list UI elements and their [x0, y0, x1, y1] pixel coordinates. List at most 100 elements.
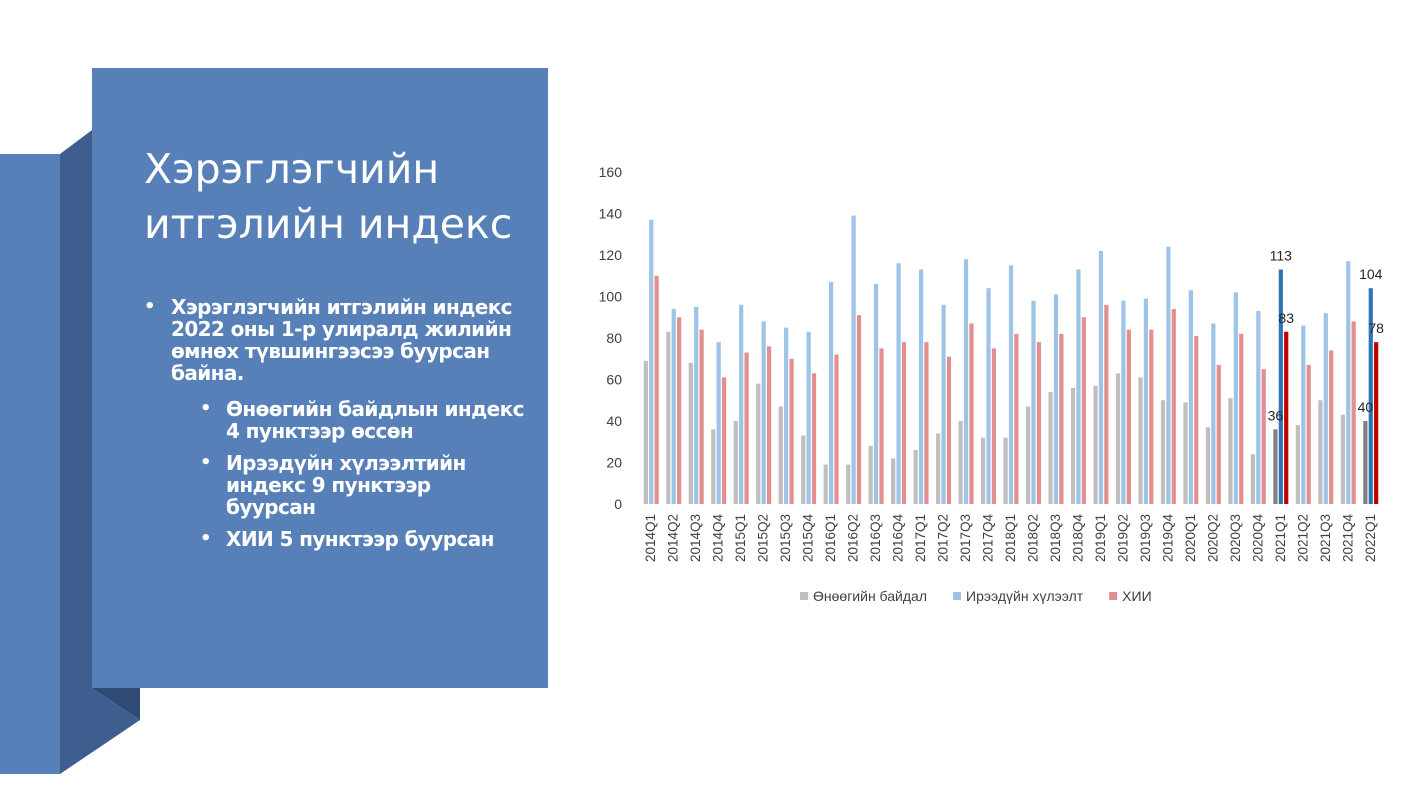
bar	[766, 346, 772, 504]
legend-swatch	[800, 592, 808, 600]
bar	[1104, 304, 1109, 504]
bar	[1374, 342, 1379, 504]
legend-swatch	[1109, 592, 1118, 600]
bar	[879, 348, 884, 504]
slide-title: Хэрэглэгчийн итгэлийн индекс	[144, 145, 513, 248]
bullet-text: Ирээдүйн хүлээлтийн индекс 9 пунктээр бу…	[226, 451, 466, 519]
bullet-item-1: • Хэрэглэгчийн итгэлийн индекс 2022 оны …	[144, 296, 524, 384]
x-tick-label: 2018Q3	[1048, 514, 1063, 562]
bar	[846, 464, 851, 504]
x-tick-label: 2020Q3	[1228, 514, 1243, 562]
legend-label: Ирээдүйн хүлээлт	[966, 588, 1084, 604]
bar	[711, 429, 716, 504]
bar	[1295, 425, 1301, 504]
x-tick-label: 2018Q2	[1025, 514, 1040, 562]
bar	[1363, 421, 1368, 504]
bar	[1329, 350, 1334, 504]
x-tick-label: 2017Q2	[936, 514, 951, 562]
bullet-item-3: • Ирээдүйн хүлээлтийн индекс 9 пунктээр …	[144, 452, 524, 518]
bar	[1194, 335, 1199, 504]
bar	[643, 360, 648, 504]
bar	[1036, 342, 1041, 504]
bullet-text: ХИИ 5 пунктээр буурсан	[226, 527, 495, 551]
bar	[969, 323, 974, 504]
bar	[1301, 325, 1306, 504]
y-tick-label: 20	[606, 455, 622, 471]
bar	[1323, 313, 1328, 504]
fold-corner-shape	[92, 688, 140, 720]
bar	[784, 327, 789, 504]
x-tick-label: 2016Q1	[823, 514, 838, 562]
y-tick-label: 80	[606, 330, 622, 346]
bar	[1149, 329, 1154, 504]
bar	[1211, 323, 1216, 504]
x-tick-label: 2022Q1	[1363, 514, 1378, 562]
bar	[1171, 308, 1176, 504]
x-tick-label: 2021Q3	[1318, 514, 1333, 562]
bar	[924, 342, 929, 504]
y-tick-label: 60	[606, 372, 622, 388]
bar	[694, 306, 699, 504]
bar	[1143, 298, 1149, 504]
x-tick-label: 2014Q3	[688, 514, 703, 562]
y-tick-label: 40	[606, 413, 622, 429]
data-label: 83	[1278, 310, 1294, 326]
bar	[1278, 269, 1283, 504]
bar	[1256, 311, 1261, 504]
bar	[1121, 300, 1126, 504]
y-tick-label: 0	[614, 496, 622, 512]
bar	[1340, 414, 1345, 504]
bar	[896, 263, 901, 504]
bar	[1166, 246, 1171, 504]
bar	[936, 433, 941, 504]
bar	[1076, 269, 1081, 504]
x-tick-label: 2017Q4	[981, 514, 996, 563]
bar	[823, 464, 828, 504]
x-tick-label: 2019Q3	[1138, 514, 1153, 562]
bar	[941, 304, 946, 504]
bar	[721, 377, 727, 504]
title-panel	[92, 68, 548, 688]
bar	[1160, 400, 1166, 504]
bar	[829, 281, 834, 504]
bar	[1233, 292, 1238, 504]
bar	[756, 383, 761, 504]
bar	[1093, 385, 1098, 504]
data-label: 104	[1359, 266, 1383, 282]
bar	[1025, 406, 1031, 504]
x-tick-label: 2016Q3	[868, 514, 883, 562]
bar	[778, 406, 783, 504]
x-tick-label: 2021Q4	[1340, 514, 1355, 563]
bar	[946, 356, 952, 504]
data-label: 40	[1358, 399, 1374, 415]
bar	[1070, 387, 1076, 504]
x-tick-label: 2019Q4	[1160, 514, 1175, 563]
x-tick-label: 2015Q1	[733, 514, 748, 562]
x-tick-label: 2016Q2	[846, 514, 861, 562]
bar	[654, 275, 659, 504]
bar	[811, 373, 817, 504]
bar	[986, 288, 991, 504]
bar	[868, 445, 873, 504]
y-tick-label: 120	[599, 247, 623, 263]
x-tick-label: 2019Q2	[1115, 514, 1130, 562]
x-tick-label: 2018Q4	[1070, 514, 1085, 563]
legend-label: ХИИ	[1122, 588, 1151, 604]
bar	[806, 331, 811, 504]
bar	[1008, 265, 1014, 504]
bullet-item-4: • ХИИ 5 пунктээр буурсан	[144, 528, 524, 550]
data-label: 78	[1368, 320, 1384, 336]
data-label: 36	[1268, 407, 1284, 423]
bar	[1306, 364, 1311, 504]
bar	[1031, 300, 1036, 504]
bar	[991, 348, 997, 504]
x-tick-label: 2021Q2	[1295, 514, 1310, 562]
bar	[1188, 290, 1193, 504]
bullet-text: Өнөөгийн байдлын индекс 4 пунктээр өссөн	[226, 397, 524, 443]
y-tick-label: 160	[599, 164, 623, 180]
x-tick-label: 2020Q1	[1183, 514, 1198, 562]
x-tick-label: 2014Q2	[666, 514, 681, 562]
legend-swatch	[953, 592, 961, 600]
data-label: 113	[1270, 248, 1293, 264]
bullet-dot-icon: •	[144, 296, 156, 317]
